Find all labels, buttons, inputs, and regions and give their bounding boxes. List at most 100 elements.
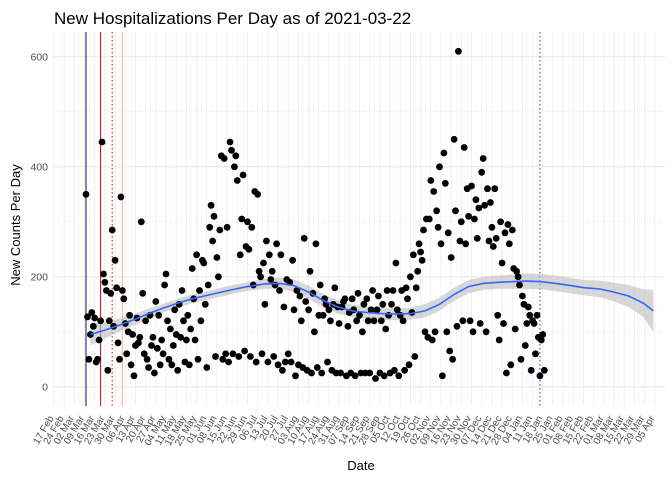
- data-point: [478, 168, 486, 176]
- data-point: [353, 317, 360, 325]
- data-point: [405, 361, 413, 369]
- data-point: [289, 256, 296, 264]
- data-point: [508, 226, 516, 234]
- data-point: [279, 366, 286, 374]
- data-point: [469, 328, 477, 336]
- data-point: [411, 353, 419, 360]
- data-point: [363, 295, 371, 303]
- data-point: [292, 372, 299, 380]
- data-point: [375, 292, 382, 300]
- x-axis-title: Date: [347, 458, 374, 473]
- data-point: [434, 223, 442, 231]
- data-point: [148, 342, 155, 349]
- data-point: [431, 328, 439, 336]
- data-point: [356, 311, 363, 319]
- data-point: [427, 177, 435, 184]
- data-point: [370, 317, 378, 325]
- data-point: [98, 138, 106, 146]
- data-point: [241, 347, 249, 355]
- data-point: [392, 259, 400, 267]
- data-point: [220, 155, 228, 162]
- data-point: [436, 163, 443, 171]
- data-point: [239, 171, 247, 179]
- data-point: [113, 284, 120, 292]
- data-point: [497, 218, 504, 226]
- data-point: [187, 325, 195, 333]
- data-point: [450, 135, 458, 143]
- data-point: [401, 366, 408, 374]
- data-point: [165, 355, 173, 363]
- data-point: [452, 207, 459, 215]
- data-point: [350, 306, 358, 314]
- data-point: [213, 254, 221, 261]
- data-point: [536, 372, 544, 380]
- data-point: [441, 179, 449, 187]
- y-axis-ticks: 0 200 400 600: [30, 51, 48, 393]
- data-point: [449, 355, 456, 363]
- data-point: [265, 251, 273, 259]
- data-point: [185, 361, 193, 369]
- data-point: [145, 364, 153, 371]
- data-point: [167, 325, 174, 333]
- data-point: [264, 358, 272, 366]
- data-point: [447, 254, 455, 261]
- data-point: [191, 336, 199, 344]
- data-point: [156, 361, 164, 369]
- data-point: [501, 229, 509, 237]
- data-point: [380, 372, 388, 380]
- data-point: [500, 320, 507, 327]
- data-point: [258, 350, 266, 358]
- data-point: [194, 355, 202, 363]
- data-point: [169, 342, 177, 349]
- data-point: [540, 366, 548, 374]
- data-point: [212, 353, 219, 360]
- data-point: [360, 300, 368, 308]
- data-point: [168, 361, 176, 369]
- data-point: [404, 295, 411, 303]
- data-point: [225, 358, 233, 366]
- data-point: [171, 306, 179, 314]
- y-tick-label: 600: [30, 51, 48, 63]
- data-point: [526, 311, 534, 319]
- data-point: [439, 372, 446, 380]
- data-point: [216, 226, 224, 234]
- data-point: [391, 366, 398, 374]
- data-point: [530, 320, 538, 327]
- data-point: [341, 295, 349, 303]
- reference-lines: [85, 32, 541, 406]
- data-point: [188, 265, 196, 272]
- data-point: [290, 306, 298, 314]
- data-point: [354, 289, 362, 297]
- data-point: [377, 317, 385, 325]
- data-point: [393, 306, 401, 314]
- chart-title: New Hospitalizations Per Day as of 2021-…: [54, 9, 411, 28]
- data-point: [177, 333, 185, 341]
- data-point: [91, 314, 99, 322]
- data-point: [245, 245, 253, 253]
- data-point: [117, 193, 125, 201]
- data-point: [260, 259, 267, 267]
- data-point: [229, 350, 237, 358]
- data-point: [207, 201, 215, 209]
- data-point: [359, 328, 366, 336]
- data-point: [116, 355, 123, 363]
- data-point: [453, 322, 461, 330]
- data-point: [100, 270, 107, 278]
- data-point: [143, 355, 151, 363]
- data-point: [232, 152, 240, 160]
- data-point: [308, 369, 315, 377]
- data-point: [523, 320, 531, 327]
- data-point: [498, 259, 506, 267]
- data-point: [119, 287, 126, 294]
- data-point: [302, 298, 310, 305]
- data-point: [104, 366, 112, 374]
- data-point: [204, 281, 212, 289]
- data-point: [136, 333, 144, 341]
- data-point: [462, 240, 470, 248]
- data-point: [215, 273, 222, 281]
- data-point: [443, 328, 451, 336]
- data-point: [457, 218, 465, 226]
- data-point: [300, 234, 308, 242]
- data-point: [420, 226, 427, 234]
- data-point: [95, 336, 103, 344]
